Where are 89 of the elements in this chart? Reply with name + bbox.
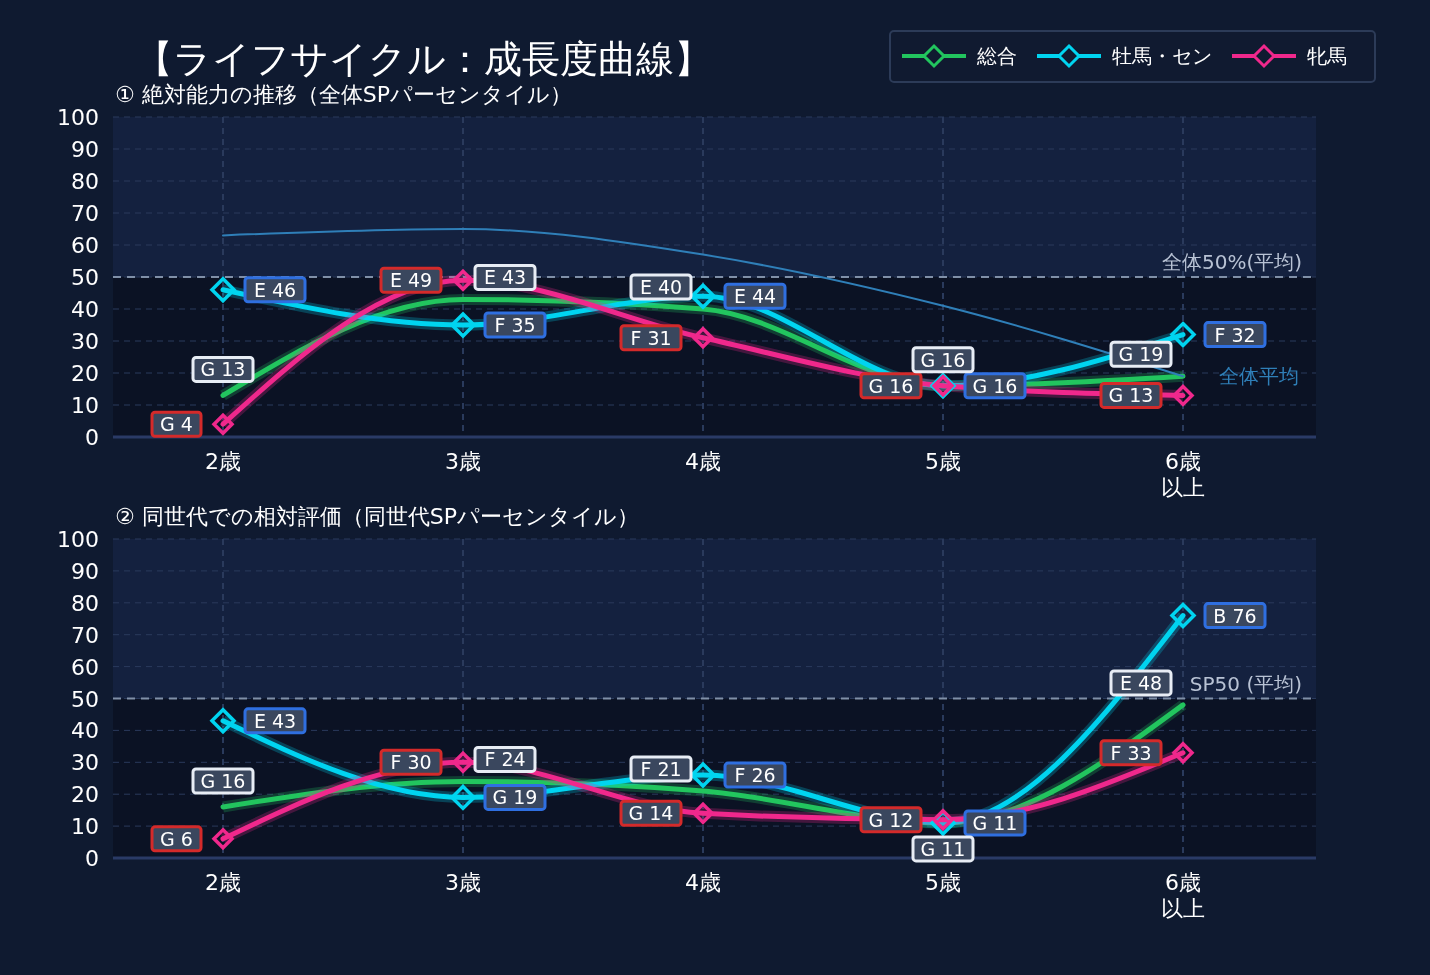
ref-line-label: 全体50%(平均) (1161, 250, 1302, 274)
point (692, 327, 714, 349)
point (692, 802, 714, 825)
x-tick-label: 5歳 (925, 870, 961, 895)
ref-line-label: SP50 (平均) (1189, 671, 1302, 696)
y-tick-label: 60 (71, 654, 99, 680)
x-tick-label: 6歳以上 (1161, 449, 1205, 500)
data-label: G 19 (492, 786, 538, 809)
data-label: E 46 (253, 278, 297, 301)
point (1172, 384, 1194, 407)
data-label: G 12 (868, 808, 914, 831)
data-label: G 6 (160, 827, 193, 850)
point (690, 762, 716, 788)
point (1170, 321, 1196, 348)
point (210, 277, 236, 303)
y-tick-label: 50 (71, 265, 99, 290)
data-label: F 31 (630, 326, 672, 349)
point (452, 269, 474, 291)
chart-subtitle: ① 絶対能力の推移（全体SPパーセンタイル） (115, 82, 572, 107)
legend-label: 牡馬・セン (1112, 44, 1212, 68)
data-label: F 24 (484, 748, 526, 771)
data-label: F 21 (640, 758, 682, 781)
chart-title: 【ライフサイクル：成長度曲線】 (135, 37, 712, 81)
data-label: E 43 (483, 266, 527, 289)
y-tick-label: 90 (71, 137, 99, 162)
y-tick-label: 70 (71, 201, 99, 226)
data-label: E 49 (389, 269, 433, 292)
y-tick-label: 70 (71, 622, 99, 648)
data-label: F 30 (390, 751, 432, 774)
y-tick-label: 40 (71, 297, 99, 322)
chart-title: ② 同世代での相対評価（同世代SPパーセンタイル） (115, 504, 639, 529)
y-tick-label: 60 (71, 233, 99, 258)
data-label: F 35 (494, 314, 536, 336)
y-tick-label: 10 (71, 393, 99, 418)
x-tick-label: 4歳 (685, 449, 721, 474)
y-tick-label: 30 (71, 750, 99, 776)
data-label: G 11 (920, 837, 966, 860)
data-label: B 76 (1213, 604, 1257, 627)
y-tick-label: 50 (71, 686, 99, 712)
data-label: F 26 (734, 764, 776, 787)
point (1172, 741, 1194, 764)
y-tick-label: 30 (71, 329, 99, 354)
data-label: G 16 (972, 374, 1018, 397)
data-label: E 43 (253, 709, 297, 732)
line-series (222, 228, 1184, 378)
data-label: G 11 (972, 811, 1018, 834)
data-label: G 19 (1118, 343, 1164, 366)
point (450, 784, 476, 811)
x-tick-label: 2歳 (205, 870, 241, 895)
point (212, 828, 234, 850)
y-tick-label: 100 (57, 527, 99, 552)
y-tick-label: 40 (71, 718, 99, 744)
y-tick-label: 10 (71, 814, 99, 840)
data-label: E 40 (639, 276, 683, 298)
data-label: G 4 (160, 413, 193, 436)
data-label: G 16 (868, 374, 914, 397)
data-label: G 16 (920, 348, 966, 371)
data-label: E 44 (733, 285, 777, 308)
y-tick-label: 20 (71, 782, 99, 808)
point (452, 751, 474, 774)
point (210, 708, 236, 734)
data-label: G 13 (1108, 384, 1154, 407)
data-label: G 16 (200, 769, 246, 792)
x-tick-label: 5歳 (925, 449, 961, 474)
point (932, 808, 954, 831)
series-label: 全体平均 (1219, 364, 1299, 389)
data-label: G 13 (200, 358, 246, 381)
data-label: F 33 (1110, 741, 1152, 764)
y-tick-label: 80 (71, 169, 99, 194)
y-tick-label: 20 (71, 361, 99, 386)
point (212, 413, 234, 435)
legend-label: 総合 (976, 44, 1017, 68)
data-label: E 48 (1119, 671, 1163, 694)
y-tick-label: 100 (57, 105, 99, 130)
point (690, 283, 716, 309)
y-tick-label: 0 (85, 425, 99, 450)
y-tick-label: 80 (71, 590, 99, 616)
x-tick-label: 2歳 (205, 449, 241, 474)
legend-label: 牝馬 (1307, 44, 1347, 68)
data-label: F 32 (1214, 323, 1256, 346)
y-tick-label: 0 (85, 846, 99, 871)
data-label: G 14 (628, 802, 674, 825)
y-tick-label: 90 (71, 558, 99, 584)
x-tick-label: 4歳 (685, 870, 721, 895)
point (1170, 602, 1196, 629)
x-tick-label: 6歳以上 (1161, 870, 1205, 921)
x-tick-label: 3歳 (445, 870, 481, 895)
point (450, 312, 476, 338)
x-tick-label: 3歳 (445, 449, 481, 474)
